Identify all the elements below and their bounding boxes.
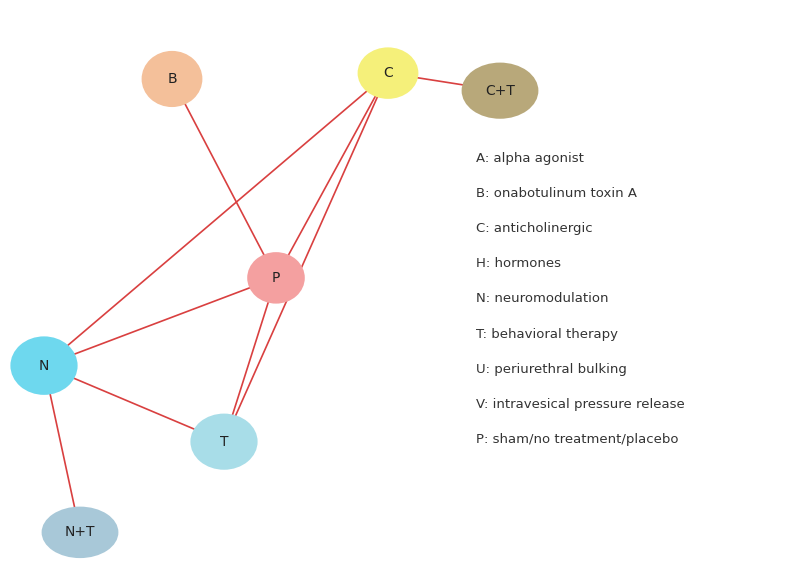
Text: B: onabotulinum toxin A: B: onabotulinum toxin A xyxy=(476,187,637,200)
Text: C+T: C+T xyxy=(485,84,515,98)
Text: N: neuromodulation: N: neuromodulation xyxy=(476,292,609,305)
Text: P: sham/no treatment/placebo: P: sham/no treatment/placebo xyxy=(476,433,678,446)
Text: B: B xyxy=(167,72,177,86)
Ellipse shape xyxy=(10,336,78,395)
Text: N: N xyxy=(39,359,49,373)
Ellipse shape xyxy=(358,47,418,99)
Text: T: T xyxy=(220,435,228,449)
Text: C: C xyxy=(383,66,393,80)
Text: V: intravesical pressure release: V: intravesical pressure release xyxy=(476,398,685,411)
Ellipse shape xyxy=(462,63,538,119)
Text: A: alpha agonist: A: alpha agonist xyxy=(476,152,584,165)
Text: C: anticholinergic: C: anticholinergic xyxy=(476,222,593,235)
Ellipse shape xyxy=(42,507,118,558)
Ellipse shape xyxy=(247,252,305,304)
Text: P: P xyxy=(272,271,280,285)
Ellipse shape xyxy=(142,51,202,107)
Text: H: hormones: H: hormones xyxy=(476,257,561,270)
Ellipse shape xyxy=(190,414,258,470)
Text: U: periurethral bulking: U: periurethral bulking xyxy=(476,363,627,376)
Text: N+T: N+T xyxy=(65,525,95,539)
Text: T: behavioral therapy: T: behavioral therapy xyxy=(476,328,618,340)
